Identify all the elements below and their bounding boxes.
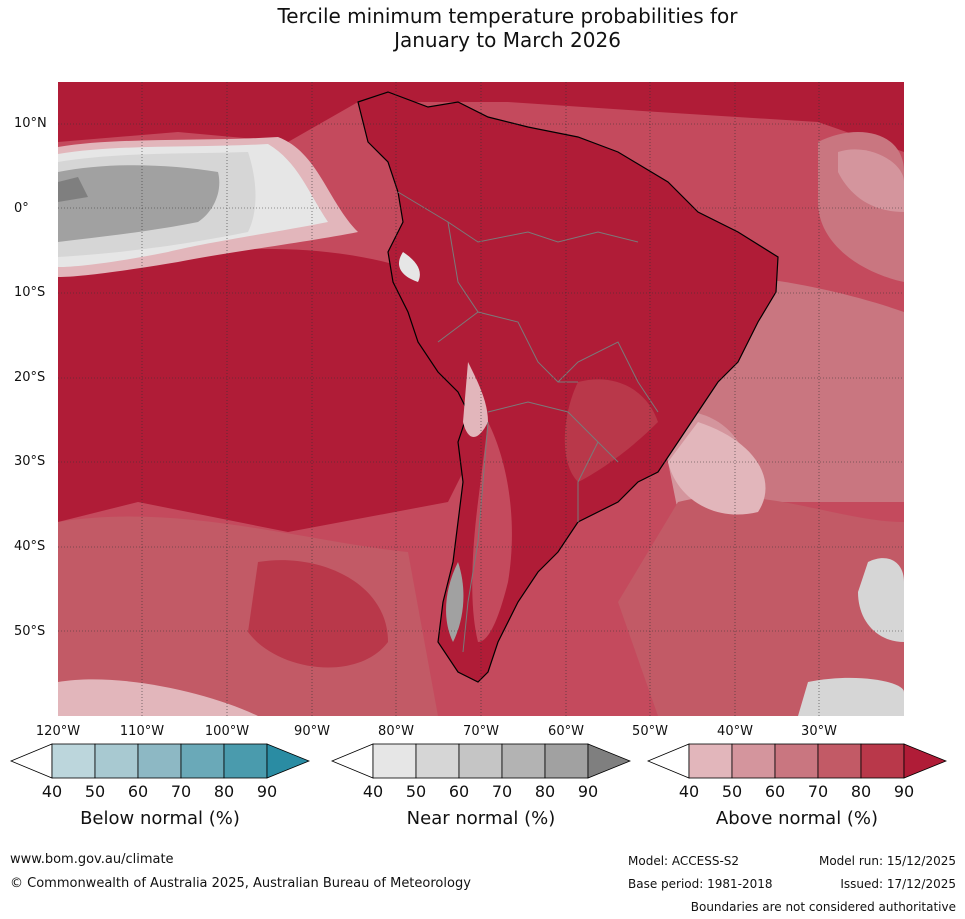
website-link[interactable]: www.bom.gov.au/climate [10,852,174,867]
colorbar-tick-label: 40 [678,782,700,801]
above-normal-colorbar [647,743,947,779]
lon-label-90w: 90°W [294,724,330,739]
colorbar-segment [817,743,862,779]
issued-date: Issued: 17/12/2025 [840,877,956,891]
lat-label-10s: 10°S [14,285,46,300]
lon-label-80w: 80°W [378,724,414,739]
lon-label-30w: 30°W [801,724,837,739]
model-run-date: Model run: 15/12/2025 [818,854,956,868]
colorbar-segment [458,743,503,779]
colorbar-segment [137,743,182,779]
colorbar-tick-label: 90 [256,782,278,801]
colorbar-tick-label: 90 [893,782,915,801]
colorbar-tick-label: 80 [213,782,235,801]
lon-label-40w: 40°W [717,724,753,739]
colorbar-segment [372,743,417,779]
colorbar-tick-label: 40 [41,782,63,801]
colorbar-segment [731,743,776,779]
colorbar-segment [544,743,589,779]
colorbar-tick-label: 60 [448,782,470,801]
near-normal-title: Near normal (%) [406,808,556,829]
colorbar-high-extend [903,743,947,779]
colorbar-segment [51,743,96,779]
copyright-text: © Commonwealth of Australia 2025, Austra… [10,876,471,891]
colorbar-tick-label: 50 [84,782,106,801]
near-normal-colorbar [331,743,631,779]
colorbar-segment [180,743,225,779]
lon-label-110w: 110°W [119,724,165,739]
model-name: Model: ACCESS-S2 [628,854,740,868]
colorbar-tick-label: 60 [764,782,786,801]
title-line-1: Tercile minimum temperature probabilitie… [277,4,738,28]
colorbar-segment [223,743,268,779]
title-line-2: January to March 2026 [394,28,621,52]
colorbar-tick-label: 70 [170,782,192,801]
colorbar-tick-label: 80 [534,782,556,801]
below-normal-title: Below normal (%) [80,808,240,829]
lat-label-50s: 50°S [14,624,46,639]
colorbar-segment [415,743,460,779]
lon-label-70w: 70°W [463,724,499,739]
lat-label-40s: 40°S [14,539,46,554]
colorbar-tick-label: 40 [362,782,384,801]
colorbar-segment [688,743,733,779]
lat-label-10n: 10°N [14,116,47,131]
colorbar-high-extend [587,743,631,779]
base-period: Base period: 1981-2018 [628,877,773,891]
lat-label-0: 0° [14,201,29,216]
colorbar-segment [94,743,139,779]
colorbar-tick-label: 70 [807,782,829,801]
colorbar-low-extend [331,743,374,779]
colorbar-segment [774,743,819,779]
colorbar-tick-label: 90 [577,782,599,801]
colorbar-tick-label: 70 [491,782,513,801]
lat-label-20s: 20°S [14,370,46,385]
colorbar-segment [501,743,546,779]
lon-label-120w: 120°W [35,724,81,739]
colorbar-tick-label: 80 [850,782,872,801]
colorbar-tick-label: 50 [405,782,427,801]
colorbar-tick-label: 60 [127,782,149,801]
above-normal-title: Above normal (%) [715,808,879,829]
colorbar-high-extend [266,743,310,779]
lon-label-100w: 100°W [204,724,250,739]
lat-label-30s: 30°S [14,454,46,469]
lon-label-60w: 60°W [548,724,584,739]
boundaries-disclaimer: Boundaries are not considered authoritat… [690,900,956,914]
colorbar-tick-label: 50 [721,782,743,801]
map-title: Tercile minimum temperature probabilitie… [0,4,965,52]
below-normal-colorbar [10,743,310,779]
colorbar-low-extend [10,743,53,779]
colorbar-segment [860,743,905,779]
lon-label-50w: 50°W [632,724,668,739]
probability-map [58,82,904,716]
colorbar-low-extend [647,743,690,779]
